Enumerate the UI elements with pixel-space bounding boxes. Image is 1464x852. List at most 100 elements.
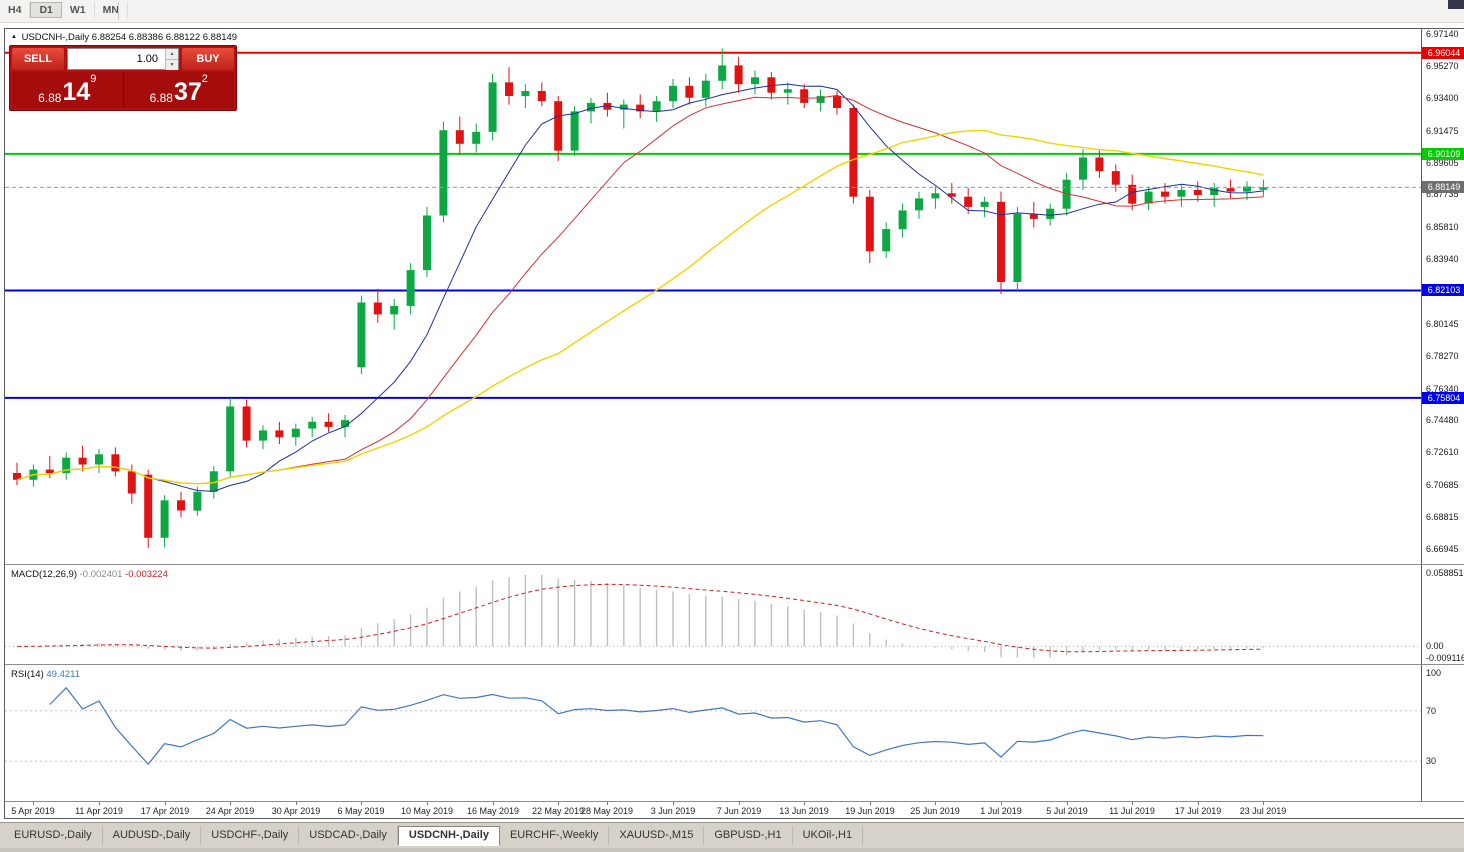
- volume-up-arrow-icon[interactable]: ▲: [165, 49, 178, 59]
- date-axis-tick: [1132, 802, 1133, 805]
- candles: [13, 48, 1268, 549]
- ohlc-open: 6.88254: [91, 32, 127, 43]
- date-axis-tick: [870, 802, 871, 805]
- date-axis-label: 24 Apr 2019: [205, 806, 255, 816]
- price-axis-label: 6.80145: [1426, 319, 1459, 329]
- chart-tab-usdcaddaily[interactable]: USDCAD-,Daily: [299, 826, 398, 845]
- price-axis-label: 6.91475: [1426, 126, 1459, 136]
- date-axis-label: 13 Jun 2019: [779, 806, 829, 816]
- date-axis-tick: [296, 802, 297, 805]
- rsi-canvas[interactable]: [5, 666, 1421, 800]
- chart-tab-eurchfweekly[interactable]: EURCHF-,Weekly: [500, 826, 610, 845]
- date-axis-tick: [607, 802, 608, 805]
- date-axis-tick: [558, 802, 559, 805]
- timeframe-button-d1[interactable]: D1: [30, 2, 62, 18]
- price-axis-label: 6.76340: [1426, 384, 1459, 394]
- price-axis-separator: [1421, 29, 1422, 801]
- macd-axis-label: 0.00: [1426, 641, 1444, 651]
- level-price-label: 6.96044: [1422, 47, 1464, 59]
- macd-name: MACD(12,26,9): [11, 569, 77, 580]
- macd-signal-line: [16, 583, 1264, 653]
- bid-pips: 14: [62, 78, 91, 106]
- date-axis-tick: [33, 802, 34, 805]
- macd-axis-label: -0.009116: [1426, 653, 1464, 663]
- date-axis-label: 30 Apr 2019: [271, 806, 321, 816]
- macd-canvas[interactable]: [5, 566, 1421, 663]
- bid-price-display[interactable]: 6.88 14 9: [12, 72, 123, 108]
- chart-ohlc-header: ▲ USDCNH-,Daily 6.88254 6.88386 6.88122 …: [11, 32, 237, 43]
- pane-divider[interactable]: [5, 564, 1464, 565]
- chart-tab-audusddaily[interactable]: AUDUSD-,Daily: [103, 826, 202, 845]
- volume-down-arrow-icon[interactable]: ▼: [165, 59, 178, 70]
- date-axis-label: 17 Jul 2019: [1174, 806, 1222, 816]
- price-divider: [122, 72, 124, 108]
- chart-window[interactable]: ▲ USDCNH-,Daily 6.88254 6.88386 6.88122 …: [4, 28, 1464, 819]
- chart-tab-usdchfdaily[interactable]: USDCHF-,Daily: [201, 826, 300, 845]
- date-axis-tick: [804, 802, 805, 805]
- date-axis-tick: [1263, 802, 1264, 805]
- chart-tab-xauusdm15[interactable]: XAUUSD-,M15: [609, 826, 705, 845]
- date-axis-label: 28 May 2019: [580, 806, 634, 816]
- date-axis-label: 1 Jul 2019: [980, 806, 1022, 816]
- bid-frac: 9: [90, 73, 97, 85]
- chart-tab-gbpusdh1[interactable]: GBPUSD-,H1: [704, 826, 793, 845]
- macd-indicator-label: MACD(12,26,9) -0.002401 -0.003224: [11, 569, 168, 580]
- price-axis-label: 6.95270: [1426, 61, 1459, 71]
- bid-main: 6.88: [38, 91, 62, 105]
- date-axis-tick: [361, 802, 362, 805]
- timeframe-button-h4[interactable]: H4: [0, 2, 31, 18]
- macd-signal-value: -0.003224: [125, 569, 168, 580]
- ask-frac: 2: [201, 73, 208, 85]
- chart-tab-eurusddaily[interactable]: EURUSD-,Daily: [4, 826, 103, 845]
- date-axis-label: 23 Jul 2019: [1239, 806, 1287, 816]
- timeframe-toolbar: H4 D1 W1 MN: [0, 0, 1464, 23]
- ask-price-display[interactable]: 6.88 37 2: [124, 72, 235, 108]
- chart-symbol-label: USDCNH-,Daily: [21, 32, 90, 43]
- price-axis-label: 6.74480: [1426, 415, 1459, 425]
- date-axis-tick: [1198, 802, 1199, 805]
- timeframe-button-w1[interactable]: W1: [62, 2, 95, 18]
- buy-button[interactable]: BUY: [182, 48, 234, 70]
- level-price-label: 6.82103: [1422, 284, 1464, 296]
- price-axis-label: 6.83940: [1426, 254, 1459, 264]
- rsi-axis-label: 70: [1426, 706, 1437, 716]
- price-axis-label: 6.70685: [1426, 480, 1459, 490]
- chart-marker-icon: ▲: [11, 34, 17, 40]
- date-axis-tick: [1001, 802, 1002, 805]
- date-axis-tick: [165, 802, 166, 805]
- chart-tab-usdcnhdaily[interactable]: USDCNH-,Daily: [397, 826, 500, 846]
- timeframe-button-mn[interactable]: MN: [95, 2, 128, 18]
- date-axis-tick: [739, 802, 740, 805]
- volume-input[interactable]: [68, 49, 160, 69]
- bottom-strip: [0, 848, 1464, 852]
- moving-average-34: [16, 129, 1264, 485]
- ohlc-low: 6.88122: [165, 32, 201, 43]
- toolbar-separator: [118, 2, 119, 20]
- chart-tab-ukoilh1[interactable]: UKOil-,H1: [793, 826, 864, 845]
- ohlc-close: 6.88149: [202, 32, 238, 43]
- price-axis-label: 6.89605: [1426, 158, 1459, 168]
- level-price-label: 6.75804: [1422, 392, 1464, 404]
- date-axis-label: 5 Jul 2019: [1046, 806, 1088, 816]
- date-axis-label: 25 Jun 2019: [910, 806, 960, 816]
- sell-button[interactable]: SELL: [12, 48, 64, 70]
- rsi-line: [49, 686, 1264, 766]
- ask-main: 6.88: [149, 91, 173, 105]
- price-axis-label: 6.97140: [1426, 29, 1459, 39]
- rsi-name: RSI(14): [11, 669, 44, 680]
- date-axis-tick: [935, 802, 936, 805]
- ohlc-high: 6.88386: [128, 32, 164, 43]
- date-axis-tick: [493, 802, 494, 805]
- date-axis-label: 11 Jul 2019: [1109, 806, 1155, 816]
- date-axis-tick: [230, 802, 231, 805]
- volume-field-wrap: ▲ ▼: [67, 48, 179, 70]
- rsi-axis-label: 30: [1426, 756, 1437, 766]
- date-axis-label: 5 Apr 2019: [11, 806, 55, 816]
- date-axis-label: 16 May 2019: [466, 806, 520, 816]
- date-axis-tick: [673, 802, 674, 805]
- price-chart-canvas[interactable]: [5, 29, 1421, 564]
- date-axis-label: 19 Jun 2019: [845, 806, 895, 816]
- date-axis-label: 7 Jun 2019: [716, 806, 762, 816]
- one-click-trading-panel: SELL ▲ ▼ BUY 6.88 14 9 6.88 37 2: [9, 45, 237, 111]
- pane-divider[interactable]: [5, 664, 1464, 665]
